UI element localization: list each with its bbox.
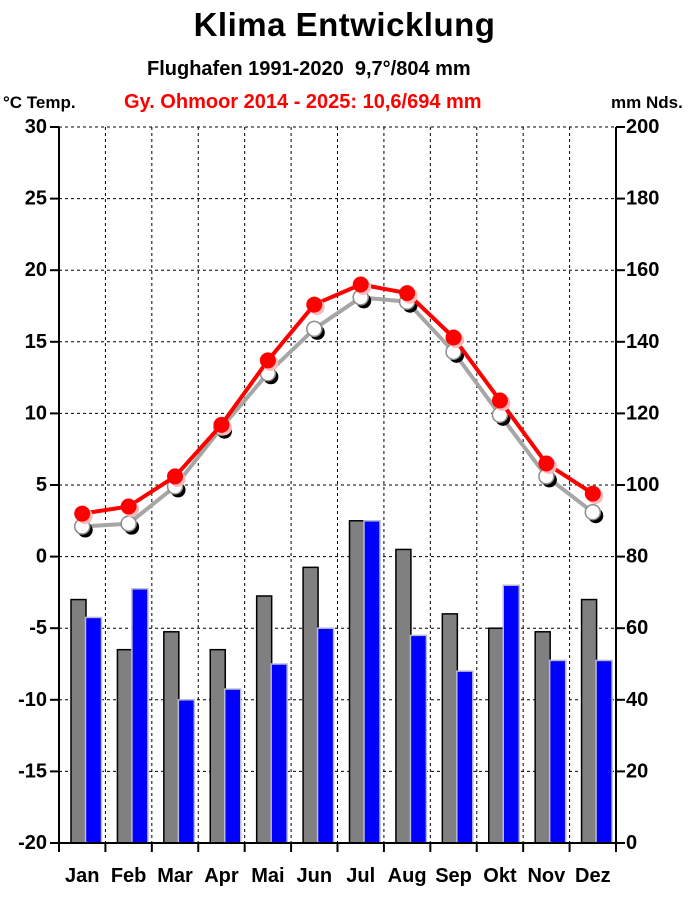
temp-point-ohmoor — [306, 296, 323, 313]
precip-bar-flughafen — [580, 598, 598, 844]
precip-bar-ohmoor — [84, 616, 103, 844]
precip-tick-label: 80 — [626, 546, 648, 568]
precip-bar-ohmoor — [363, 520, 381, 844]
temp-point-ohmoor — [491, 392, 508, 409]
precip-bar-ohmoor — [270, 663, 288, 844]
temp-point-ohmoor — [445, 329, 462, 346]
temp-point-ohmoor — [352, 276, 369, 293]
subtitle-ohmoor: Gy. Ohmoor 2014 - 2025: 10,6/694 mm — [124, 91, 482, 113]
month-label: Jul — [346, 865, 375, 887]
precip-bar-flughafen — [163, 631, 180, 844]
precip-axis-unit-label: mm Nds. — [611, 93, 683, 112]
temp-point-ohmoor — [538, 455, 555, 472]
precip-tick-label: 20 — [626, 760, 648, 782]
month-label: Sep — [435, 865, 472, 887]
precip-tick-label: 60 — [626, 617, 648, 639]
temp-tick-label: -20 — [18, 832, 47, 854]
temp-tick-label: 25 — [25, 188, 47, 210]
precip-bar-flughafen — [302, 566, 319, 844]
precip-tick-label: 140 — [626, 331, 659, 353]
temp-tick-label: 0 — [36, 546, 47, 568]
temp-axis-unit-label: °C Temp. — [3, 93, 76, 112]
temp-tick-label: 15 — [25, 331, 47, 353]
precip-bar-flughafen — [395, 548, 412, 844]
precip-bar-ohmoor — [502, 584, 520, 844]
precip-bar-flughafen — [441, 613, 459, 844]
precip-tick-label: 120 — [626, 402, 659, 424]
temp-line-ohmoor — [80, 282, 595, 516]
temp-point-ohmoor — [399, 285, 416, 302]
temp-point-flughafen — [306, 320, 323, 338]
precip-bar-ohmoor — [316, 627, 335, 844]
temp-tick-label: -15 — [18, 760, 47, 782]
precip-bar-flughafen — [70, 598, 87, 844]
precip-bar-ohmoor — [548, 659, 567, 844]
month-label: Jun — [297, 865, 333, 887]
temp-line-flughafen — [80, 295, 595, 529]
precip-bar-flughafen — [209, 648, 226, 844]
month-label: Mai — [251, 865, 284, 887]
temp-tick-label: -5 — [29, 617, 47, 639]
temp-point-ohmoor — [213, 416, 230, 433]
temp-point-ohmoor — [167, 468, 184, 485]
month-label: Aug — [388, 865, 427, 887]
temp-tick-label: 5 — [36, 474, 47, 496]
precip-bar-ohmoor — [595, 659, 613, 844]
month-label: Mar — [157, 865, 193, 887]
temp-tick-label: 30 — [25, 116, 47, 138]
precip-bar-flughafen — [255, 595, 273, 844]
month-label: Okt — [483, 865, 517, 887]
subtitle-flughafen: Flughafen 1991-2020 9,7°/804 mm — [147, 58, 471, 80]
page-title: Klima Entwicklung — [193, 6, 496, 43]
precip-tick-label: 180 — [626, 188, 659, 210]
precip-bar-flughafen — [116, 648, 134, 844]
temp-point-ohmoor — [74, 505, 91, 522]
precip-bar-flughafen — [534, 631, 551, 844]
month-label: Nov — [527, 865, 566, 887]
temp-tick-label: -10 — [18, 689, 47, 711]
temp-point-flughafen — [120, 515, 137, 532]
precip-bar-ohmoor — [224, 688, 242, 844]
precip-tick-label: 200 — [626, 116, 659, 138]
precip-tick-label: 160 — [626, 259, 659, 281]
precip-tick-label: 40 — [626, 689, 648, 711]
temp-tick-label: 10 — [25, 402, 47, 424]
month-label: Apr — [204, 865, 239, 887]
month-label: Dez — [575, 865, 611, 887]
precip-bar-ohmoor — [177, 699, 196, 844]
month-label: Jan — [65, 865, 99, 887]
precip-bar-flughafen — [488, 627, 505, 844]
temp-point-flughafen — [584, 503, 602, 521]
precip-bar-flughafen — [348, 520, 366, 844]
precip-bar-ohmoor — [131, 588, 149, 844]
precip-tick-label: 0 — [626, 832, 637, 854]
temp-point-ohmoor — [259, 352, 276, 369]
temp-point-ohmoor — [120, 498, 137, 515]
precip-tick-label: 100 — [626, 474, 659, 496]
precip-bar-ohmoor — [409, 634, 428, 844]
temp-tick-label: 20 — [25, 259, 47, 281]
month-label: Feb — [111, 865, 147, 887]
precip-bar-ohmoor — [456, 670, 474, 844]
temp-point-ohmoor — [584, 485, 601, 502]
